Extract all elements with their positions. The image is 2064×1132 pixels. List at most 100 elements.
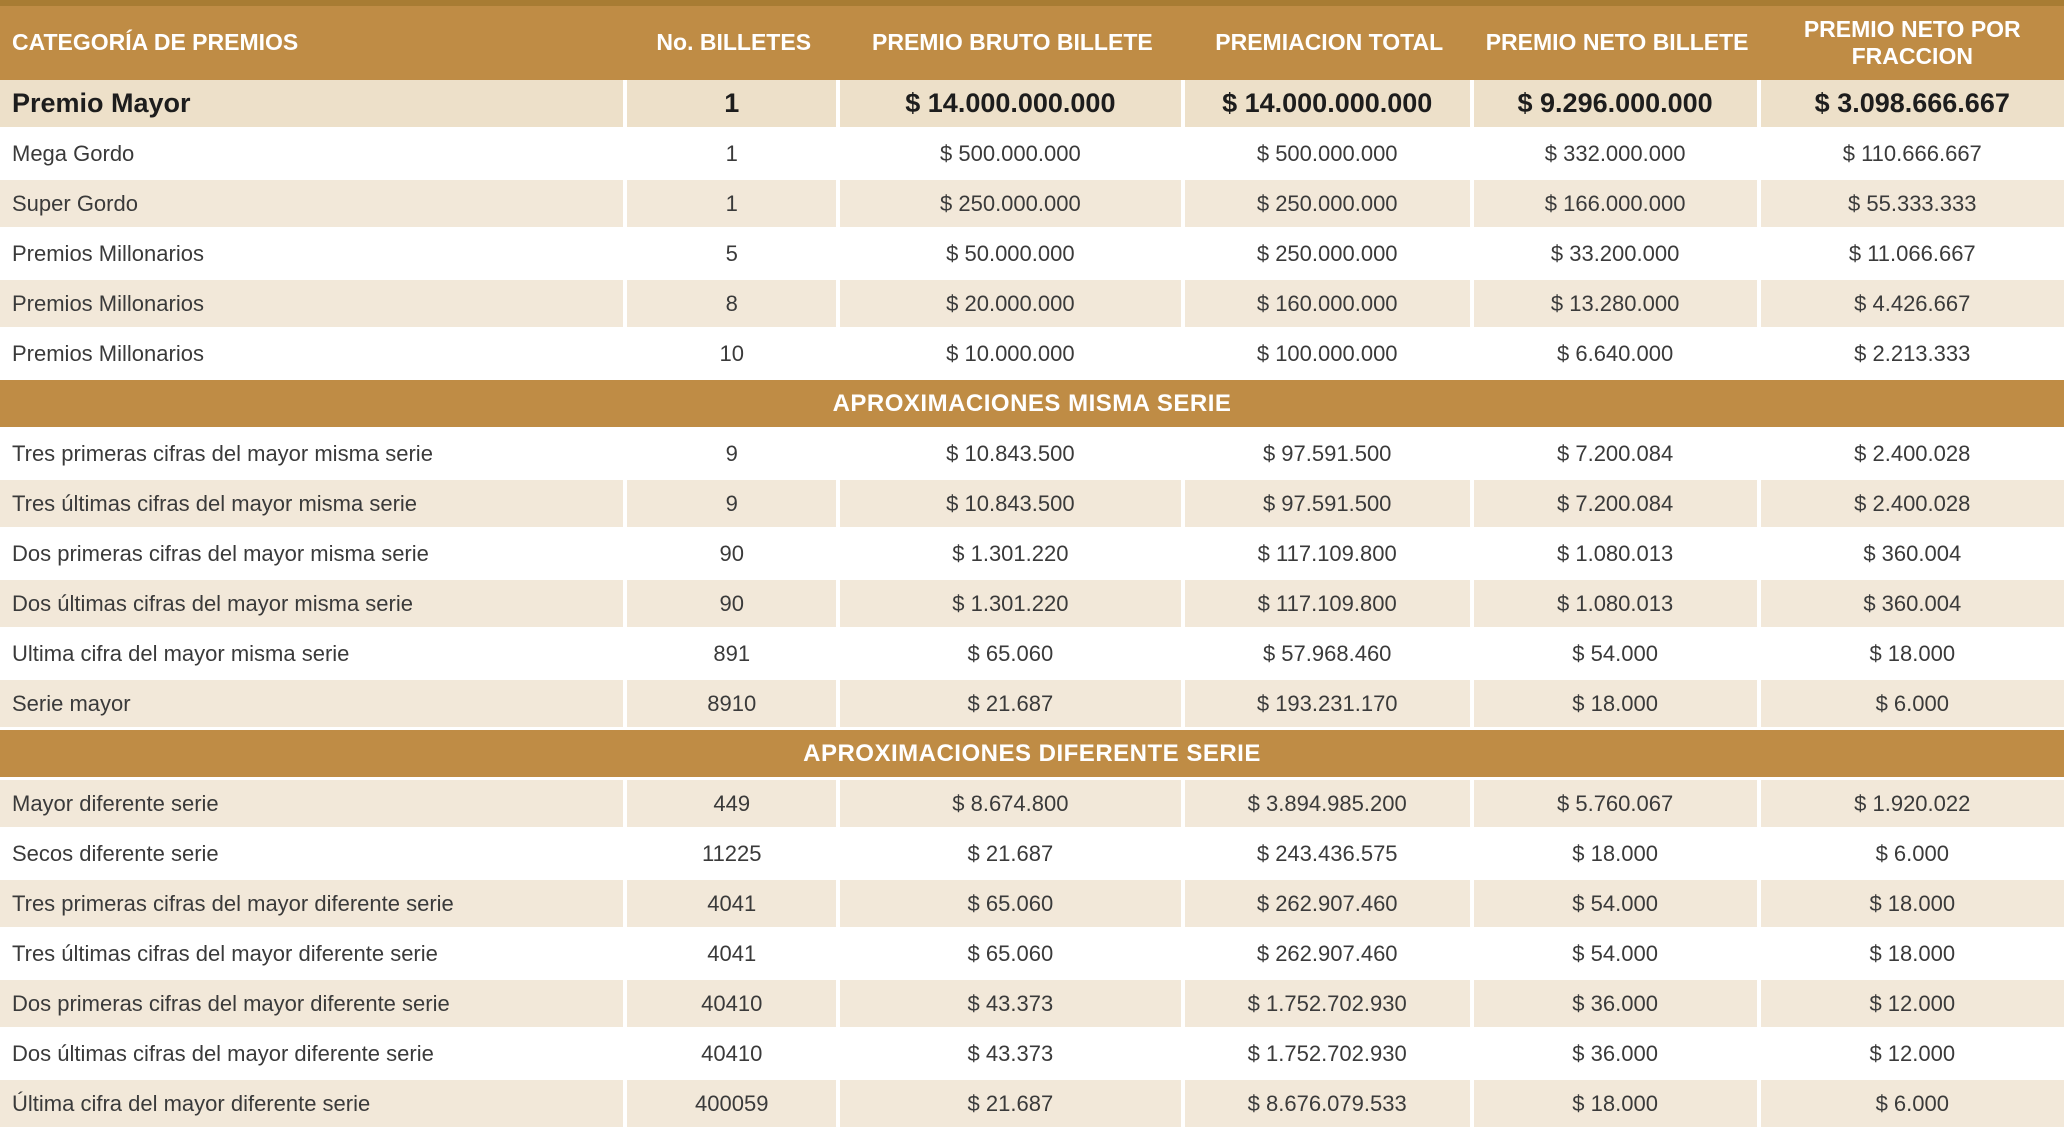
prize-value-cell: 11225 — [627, 830, 841, 880]
section-header-bar: APROXIMACIONES DIFERENTE SERIE — [0, 730, 2064, 780]
table-body: Premio Mayor 1 $ 14.000.000.000 $ 14.000.00… — [0, 80, 2064, 1132]
prize-category-cell: Premios Millonarios — [0, 230, 628, 280]
prize-value-cell: $ 6.000 — [1760, 1080, 2064, 1130]
prize-value-cell: $ 97.591.500 — [1184, 480, 1474, 530]
column-header: CATEGORÍA DE PREMIOS — [12, 29, 299, 56]
prize-value-cell: 4041 — [627, 880, 841, 930]
prize-value-cell: $ 43.373 — [840, 980, 1185, 1030]
prize-value-cell: $ 117.109.800 — [1184, 580, 1474, 630]
prize-value-cell: $ 50.000.000 — [840, 230, 1185, 280]
prize-value-cell: 891 — [627, 630, 841, 680]
prize-value-cell: $ 7.200.084 — [1473, 430, 1761, 480]
prize-value-cell: $ 1.752.702.930 — [1184, 980, 1474, 1030]
prize-value-cell: 8 — [627, 280, 841, 330]
prize-value-cell: $ 500.000.000 — [1184, 130, 1474, 180]
prize-value-cell: 1 — [627, 130, 841, 180]
prize-value-cell: $ 3.894.985.200 — [1184, 780, 1474, 830]
table-row: Secos diferente serie 11225 $ 21.687 $ 243.… — [0, 830, 2064, 880]
prize-value-cell: $ 1.301.220 — [840, 530, 1185, 580]
prize-value-cell: 449 — [627, 780, 841, 830]
prize-category-cell: Dos primeras cifras del mayor misma seri… — [0, 530, 628, 580]
prize-value-cell: $ 21.687 — [840, 1080, 1185, 1130]
prize-value-cell: $ 360.004 — [1760, 580, 2064, 630]
prize-category-cell: Ultima cifra del mayor misma serie — [0, 630, 628, 680]
prize-value-cell: $ 8.676.079.533 — [1184, 1080, 1474, 1130]
prize-category-cell: Premio Mayor — [0, 80, 628, 130]
table-row: Tres primeras cifras del mayor diferente… — [0, 880, 2064, 930]
prize-category-cell: Secos diferente serie — [0, 830, 628, 880]
table-row: Dos primeras cifras del mayor diferente … — [0, 980, 2064, 1030]
section-header-bar: APROXIMACIONES MISMA SERIE — [0, 380, 2064, 430]
prize-value-cell: 5 — [627, 230, 841, 280]
prize-value-cell: $ 65.060 — [840, 930, 1185, 980]
prize-category-cell: Tres últimas cifras del mayor diferente … — [0, 930, 628, 980]
prize-value-cell: $ 1.301.220 — [840, 580, 1185, 630]
prize-value-cell: $ 6.000 — [1760, 680, 2064, 730]
prize-category-cell: Tres últimas cifras del mayor misma seri… — [0, 480, 628, 530]
prize-value-cell: 8910 — [627, 680, 841, 730]
prize-value-cell: $ 7.200.084 — [1473, 480, 1761, 530]
prize-value-cell: $ 3.098.666.667 — [1760, 80, 2064, 130]
prize-value-cell: $ 43.373 — [840, 1030, 1185, 1080]
prize-value-cell: $ 8.674.800 — [840, 780, 1185, 830]
prize-category-cell: Mayor diferente serie — [0, 780, 628, 830]
prize-value-cell: $ 332.000.000 — [1473, 130, 1761, 180]
prize-category-cell: Serie mayor — [0, 680, 628, 730]
prize-value-cell: $ 97.591.500 — [1184, 430, 1474, 480]
prize-value-cell: $ 6.640.000 — [1473, 330, 1761, 380]
prize-value-cell: $ 9.296.000.000 — [1473, 80, 1761, 130]
prize-value-cell: $ 33.200.000 — [1473, 230, 1761, 280]
prize-value-cell: $ 12.000 — [1760, 980, 2064, 1030]
prize-value-cell: $ 20.000.000 — [840, 280, 1185, 330]
prize-value-cell: $ 18.000 — [1473, 830, 1761, 880]
table-row: Última cifra del mayor diferente serie 40… — [0, 1080, 2064, 1130]
prize-value-cell: $ 160.000.000 — [1184, 280, 1474, 330]
prize-value-cell: $ 21.687 — [840, 680, 1185, 730]
prize-value-cell: $ 11.066.667 — [1760, 230, 2064, 280]
table-header-row: CATEGORÍA DE PREMIOS No. BILLETES PREMIO B… — [0, 0, 2064, 80]
prize-category-cell: Premios Millonarios — [0, 330, 628, 380]
prize-value-cell: $ 57.968.460 — [1184, 630, 1474, 680]
prize-value-cell: 90 — [627, 530, 841, 580]
column-header: PREMIACION TOTAL — [1215, 29, 1444, 56]
prize-value-cell: 40410 — [627, 980, 841, 1030]
table-row: Super Gordo 1 $ 250.000.000 $ 250.000.000 $ … — [0, 180, 2064, 230]
prize-value-cell: $ 1.080.013 — [1473, 530, 1761, 580]
column-header: No. BILLETES — [656, 29, 812, 56]
table-row: Premio Mayor 1 $ 14.000.000.000 $ 14.000.00… — [0, 80, 2064, 130]
table-row: Ultima cifra del mayor misma serie 891 $ 6… — [0, 630, 2064, 680]
table-row: Dos últimas cifras del mayor misma serie… — [0, 580, 2064, 630]
prize-value-cell: $ 500.000.000 — [840, 130, 1185, 180]
prize-category-cell: Super Gordo — [0, 180, 628, 230]
table-row: Premios Millonarios 8 $ 20.000.000 $ 160.00… — [0, 280, 2064, 330]
prize-value-cell: 10 — [627, 330, 841, 380]
prize-value-cell: $ 14.000.000.000 — [1184, 80, 1474, 130]
table-row: Dos primeras cifras del mayor misma seri… — [0, 530, 2064, 580]
prize-value-cell: $ 100.000.000 — [1184, 330, 1474, 380]
table-row: Premios Millonarios 10 $ 10.000.000 $ 100.0… — [0, 330, 2064, 380]
column-header: PREMIO NETO BILLETE — [1485, 29, 1749, 56]
column-header: PREMIO BRUTO BILLETE — [872, 29, 1153, 56]
prize-value-cell: $ 18.000 — [1473, 680, 1761, 730]
prize-category-cell: Mega Gordo — [0, 130, 628, 180]
prize-value-cell: $ 250.000.000 — [1184, 180, 1474, 230]
prize-value-cell: $ 14.000.000.000 — [840, 80, 1185, 130]
table-row: Tres primeras cifras del mayor misma ser… — [0, 430, 2064, 480]
prize-value-cell: $ 1.752.702.930 — [1184, 1030, 1474, 1080]
prize-value-cell: $ 54.000 — [1473, 630, 1761, 680]
prize-value-cell: $ 2.213.333 — [1760, 330, 2064, 380]
prize-value-cell: $ 21.687 — [840, 830, 1185, 880]
prize-value-cell: $ 262.907.460 — [1184, 880, 1474, 930]
prize-value-cell: $ 65.060 — [840, 880, 1185, 930]
prize-value-cell: $ 6.000 — [1760, 830, 2064, 880]
prize-value-cell: $ 36.000 — [1473, 1030, 1761, 1080]
prize-value-cell: $ 110.666.667 — [1760, 130, 2064, 180]
table-row: Dos últimas cifras del mayor diferente s… — [0, 1030, 2064, 1080]
prize-value-cell: $ 10.843.500 — [840, 480, 1185, 530]
prize-value-cell: $ 250.000.000 — [840, 180, 1185, 230]
prize-value-cell: $ 1.920.022 — [1760, 780, 2064, 830]
table-row: Premios Millonarios 5 $ 50.000.000 $ 250.00… — [0, 230, 2064, 280]
prize-value-cell: 400059 — [627, 1080, 841, 1130]
prize-value-cell: $ 243.436.575 — [1184, 830, 1474, 880]
